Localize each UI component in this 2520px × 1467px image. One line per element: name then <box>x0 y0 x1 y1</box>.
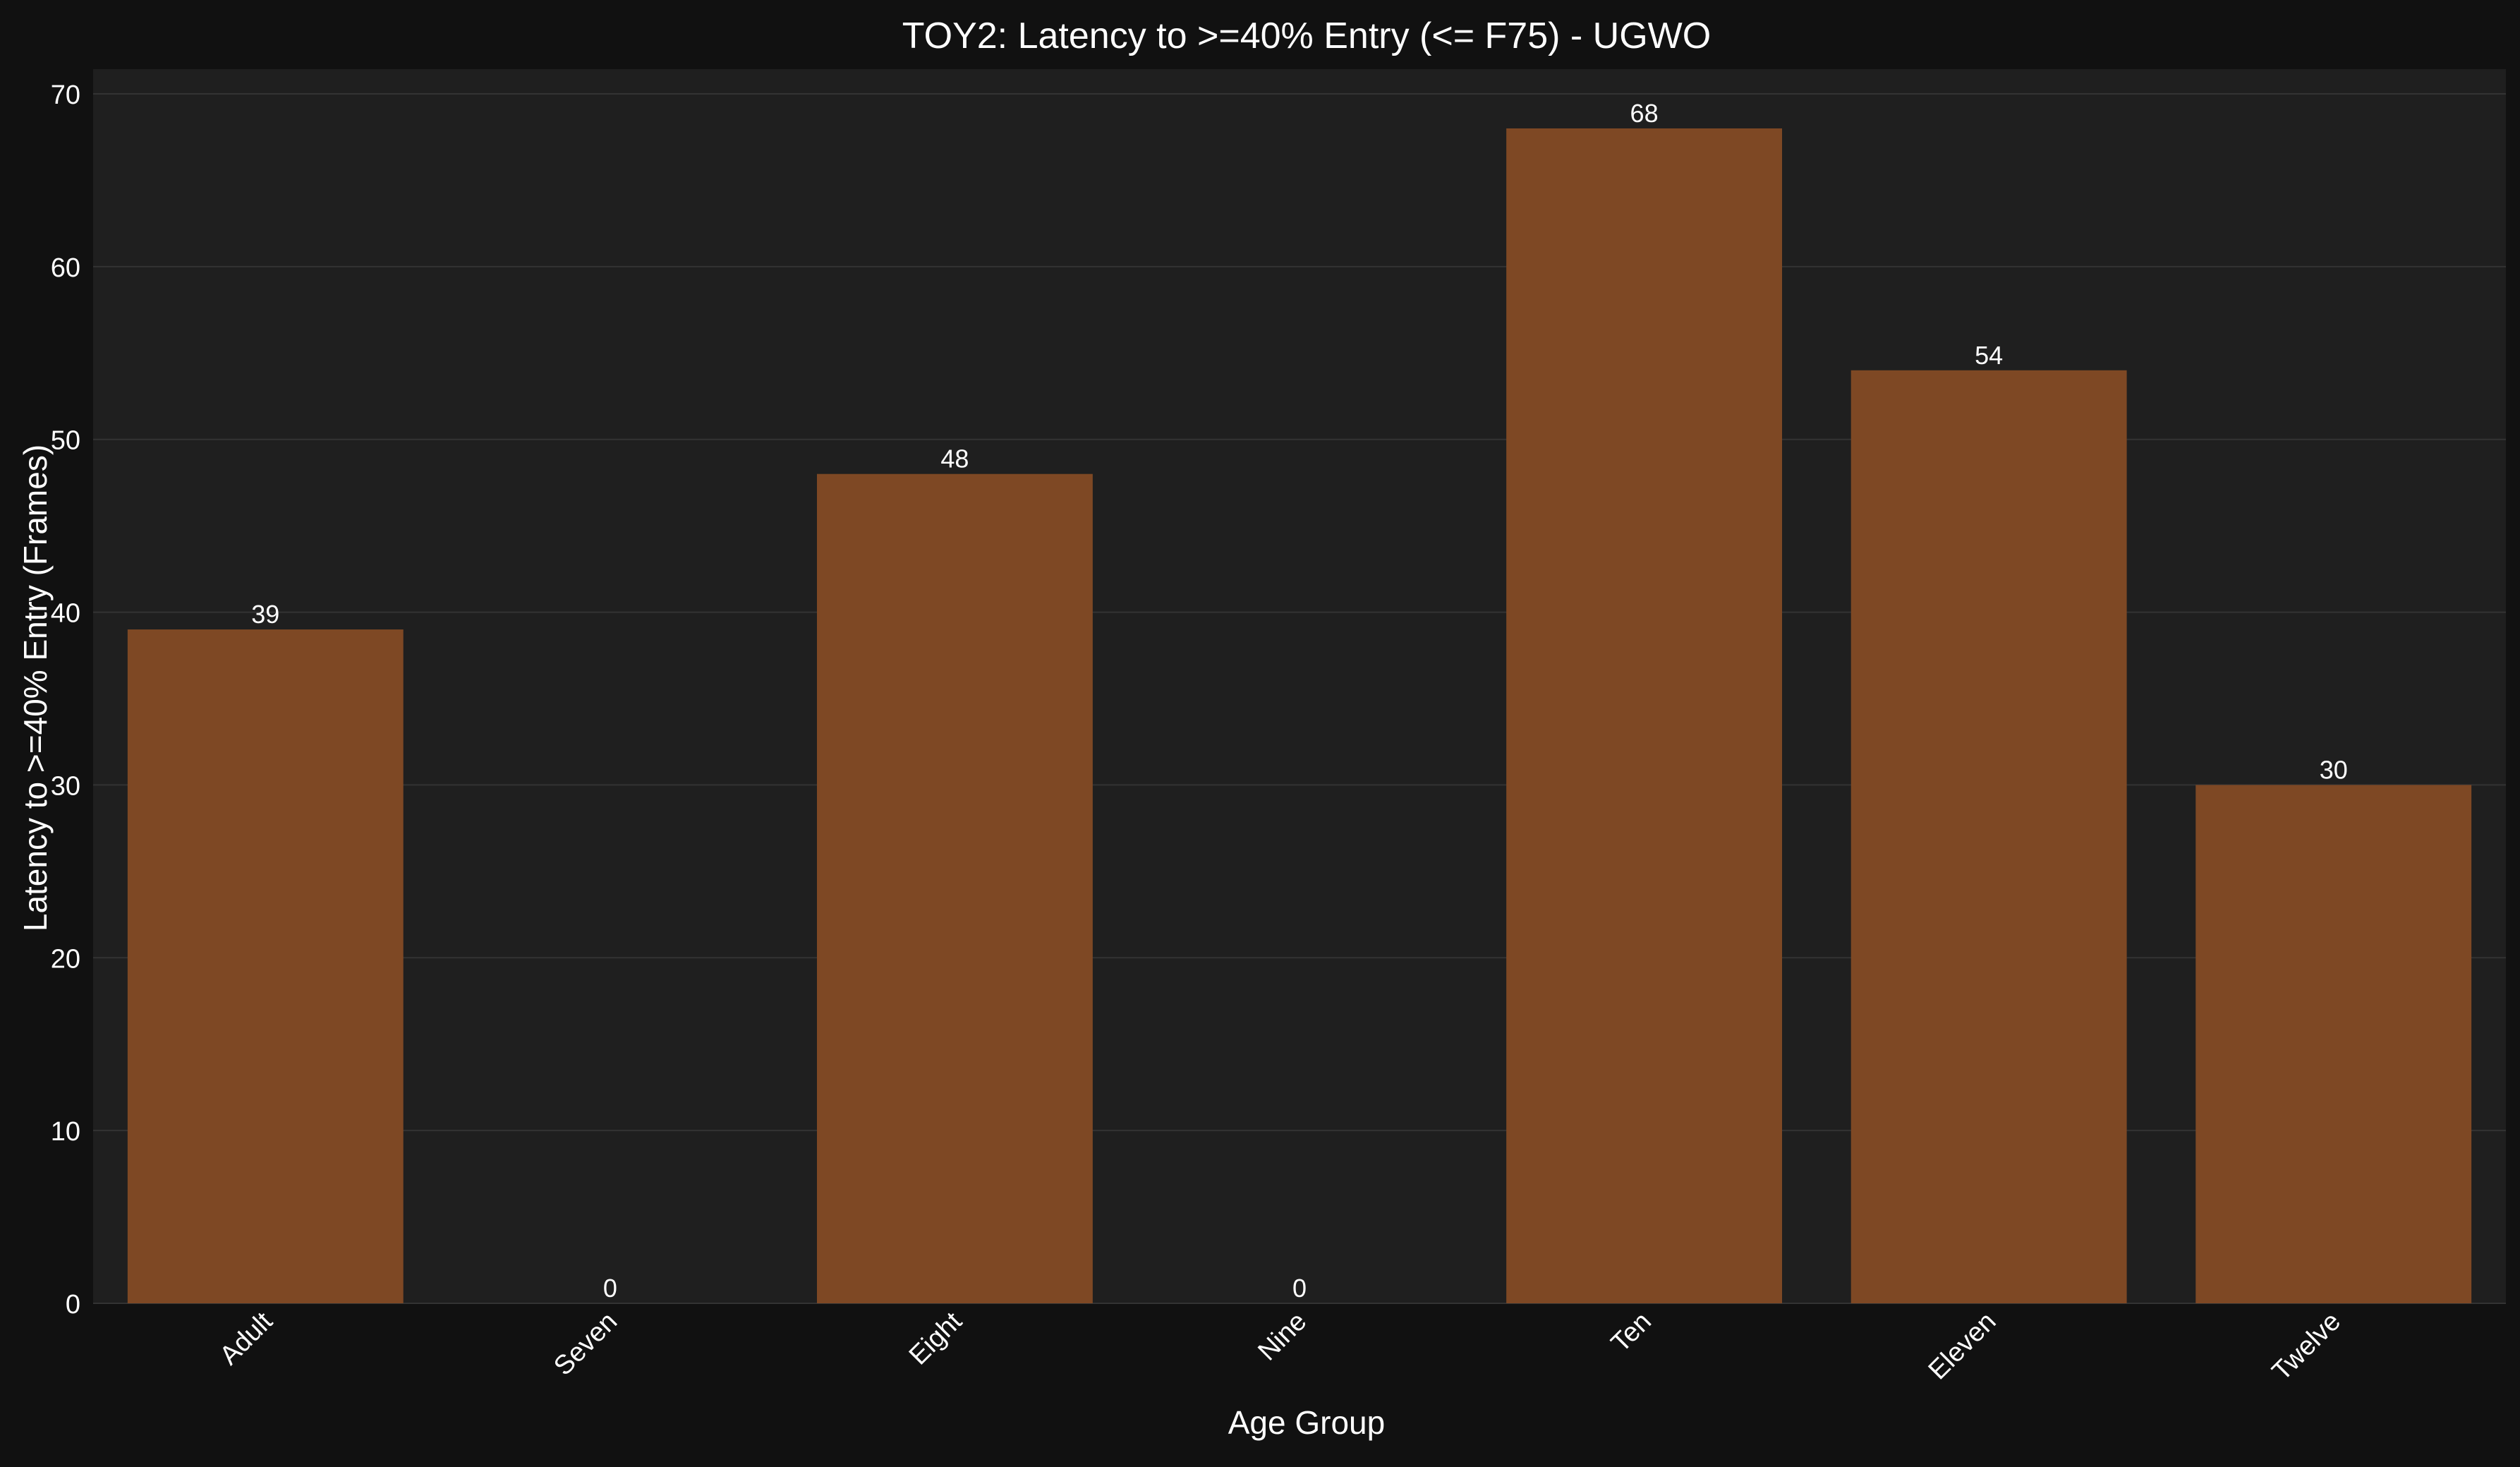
bar-twelve <box>2195 785 2472 1303</box>
plot-area <box>93 69 2506 1303</box>
data-labels: 39 0 48 0 68 54 30 <box>251 99 2347 1303</box>
bar-eight <box>817 473 1093 1303</box>
data-label-eight: 48 <box>940 445 969 473</box>
y-tick-label: 10 <box>51 1117 80 1147</box>
bars <box>127 128 2472 1303</box>
chart-title: TOY2: Latency to >=40% Entry (<= F75) - … <box>902 16 1711 56</box>
y-tick-label: 40 <box>51 599 80 629</box>
y-tick-label: 0 <box>66 1290 80 1320</box>
y-tick-label: 20 <box>51 944 80 974</box>
y-axis-title: Latency to >=40% Entry (Frames) <box>17 445 54 931</box>
y-tick-label: 30 <box>51 771 80 801</box>
bar-eleven <box>1850 370 2127 1303</box>
data-label-seven: 0 <box>603 1274 617 1303</box>
y-tick-label: 60 <box>51 253 80 283</box>
data-label-twelve: 30 <box>2320 755 2348 784</box>
y-axis-ticks: 0 10 20 30 40 50 60 70 <box>51 80 80 1320</box>
x-axis-title: Age Group <box>1228 1404 1385 1441</box>
gridlines <box>93 93 2506 1304</box>
data-label-ten: 68 <box>1630 99 1659 128</box>
bar-ten <box>1506 128 1782 1303</box>
y-tick-label: 70 <box>51 80 80 110</box>
data-label-nine: 0 <box>1292 1274 1307 1303</box>
y-tick-label: 50 <box>51 426 80 456</box>
data-label-adult: 39 <box>251 600 279 629</box>
data-label-eleven: 54 <box>1975 341 2003 370</box>
bar-adult <box>127 629 404 1303</box>
